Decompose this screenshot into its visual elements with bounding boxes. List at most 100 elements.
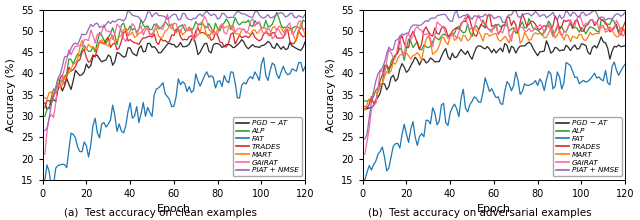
GAIRAT	[475, 13, 483, 16]
MART	[198, 21, 206, 23]
MART	[506, 42, 513, 44]
GAIRAT	[163, 13, 171, 15]
PIAT + NMSE	[301, 13, 309, 15]
GAIRAT	[416, 28, 424, 31]
GAIRAT	[188, 30, 195, 32]
TRADES	[571, 20, 579, 23]
GAIRAT	[543, 28, 550, 31]
TRADES	[433, 32, 441, 35]
MART	[113, 39, 121, 42]
MART	[251, 29, 259, 31]
PIAT + NMSE	[615, 13, 623, 15]
ALP	[433, 37, 441, 40]
FAT	[301, 65, 309, 68]
PIAT + NMSE	[591, 9, 598, 11]
PIAT + NMSE	[361, 138, 369, 140]
ALP	[246, 24, 254, 27]
PGD − AT	[251, 45, 259, 48]
PGD − AT	[41, 102, 49, 104]
PIAT + NMSE	[188, 18, 195, 21]
GAIRAT	[41, 153, 49, 156]
GAIRAT	[96, 35, 104, 37]
MART	[188, 27, 195, 30]
PGD − AT	[363, 108, 371, 110]
Line: FAT: FAT	[365, 62, 625, 180]
X-axis label: Epoch: Epoch	[157, 204, 191, 214]
FAT	[98, 123, 106, 125]
PGD − AT	[297, 49, 305, 52]
PIAT + NMSE	[295, 14, 303, 17]
Line: PIAT + NMSE: PIAT + NMSE	[365, 10, 625, 139]
FAT	[113, 130, 121, 133]
Line: PIAT + NMSE: PIAT + NMSE	[45, 10, 305, 130]
GAIRAT	[569, 24, 577, 26]
PIAT + NMSE	[96, 26, 104, 29]
PIAT + NMSE	[506, 13, 513, 16]
PGD − AT	[621, 44, 629, 47]
GAIRAT	[361, 153, 369, 156]
GAIRAT	[621, 32, 629, 35]
MART	[43, 98, 51, 100]
PGD − AT	[508, 45, 515, 48]
FAT	[611, 61, 618, 63]
PGD − AT	[43, 108, 51, 110]
TRADES	[301, 35, 309, 37]
FAT	[506, 83, 513, 86]
PGD − AT	[98, 61, 106, 63]
TRADES	[518, 12, 526, 15]
PGD − AT	[361, 108, 369, 110]
PGD − AT	[188, 38, 195, 41]
TRADES	[508, 24, 515, 27]
Legend: PGD − AT, ALP, FAT, TRADES, MART, GAIRAT, PIAT + NMSE: PGD − AT, ALP, FAT, TRADES, MART, GAIRAT…	[233, 117, 301, 176]
GAIRAT	[249, 17, 257, 20]
ALP	[617, 26, 625, 29]
Y-axis label: Accuracy (%): Accuracy (%)	[6, 58, 15, 132]
MART	[98, 38, 106, 41]
FAT	[361, 179, 369, 181]
FAT	[223, 79, 230, 82]
TRADES	[295, 29, 303, 31]
ALP	[186, 26, 193, 28]
TRADES	[621, 21, 629, 23]
ALP	[220, 21, 228, 24]
Line: GAIRAT: GAIRAT	[365, 15, 625, 154]
PIAT + NMSE	[416, 24, 424, 27]
FAT	[260, 56, 268, 59]
PIAT + NMSE	[566, 15, 574, 18]
MART	[621, 31, 629, 34]
TRADES	[194, 26, 202, 29]
MART	[361, 109, 369, 112]
TRADES	[361, 105, 369, 108]
ALP	[525, 17, 532, 20]
PGD − AT	[617, 46, 625, 48]
ALP	[545, 20, 552, 22]
ALP	[363, 100, 371, 103]
PIAT + NMSE	[540, 13, 548, 16]
PGD − AT	[113, 51, 121, 54]
PIAT + NMSE	[223, 15, 230, 18]
GAIRAT	[301, 27, 309, 29]
FAT	[621, 63, 629, 65]
TRADES	[617, 34, 625, 37]
FAT	[249, 78, 257, 80]
TRADES	[249, 31, 257, 34]
MART	[41, 96, 49, 99]
Line: PGD − AT: PGD − AT	[365, 37, 625, 109]
PGD − AT	[433, 60, 441, 63]
TRADES	[418, 42, 426, 45]
PGD − AT	[190, 35, 198, 38]
ALP	[295, 27, 303, 29]
PGD − AT	[597, 36, 605, 38]
ALP	[418, 49, 426, 51]
ALP	[96, 31, 104, 34]
Line: GAIRAT: GAIRAT	[45, 14, 305, 154]
GAIRAT	[431, 35, 438, 37]
MART	[225, 25, 232, 28]
Line: MART: MART	[45, 22, 305, 99]
X-axis label: Epoch: Epoch	[477, 204, 511, 214]
ALP	[273, 11, 280, 14]
PIAT + NMSE	[621, 11, 629, 13]
MART	[597, 24, 605, 27]
MART	[431, 51, 438, 54]
PIAT + NMSE	[41, 129, 49, 132]
